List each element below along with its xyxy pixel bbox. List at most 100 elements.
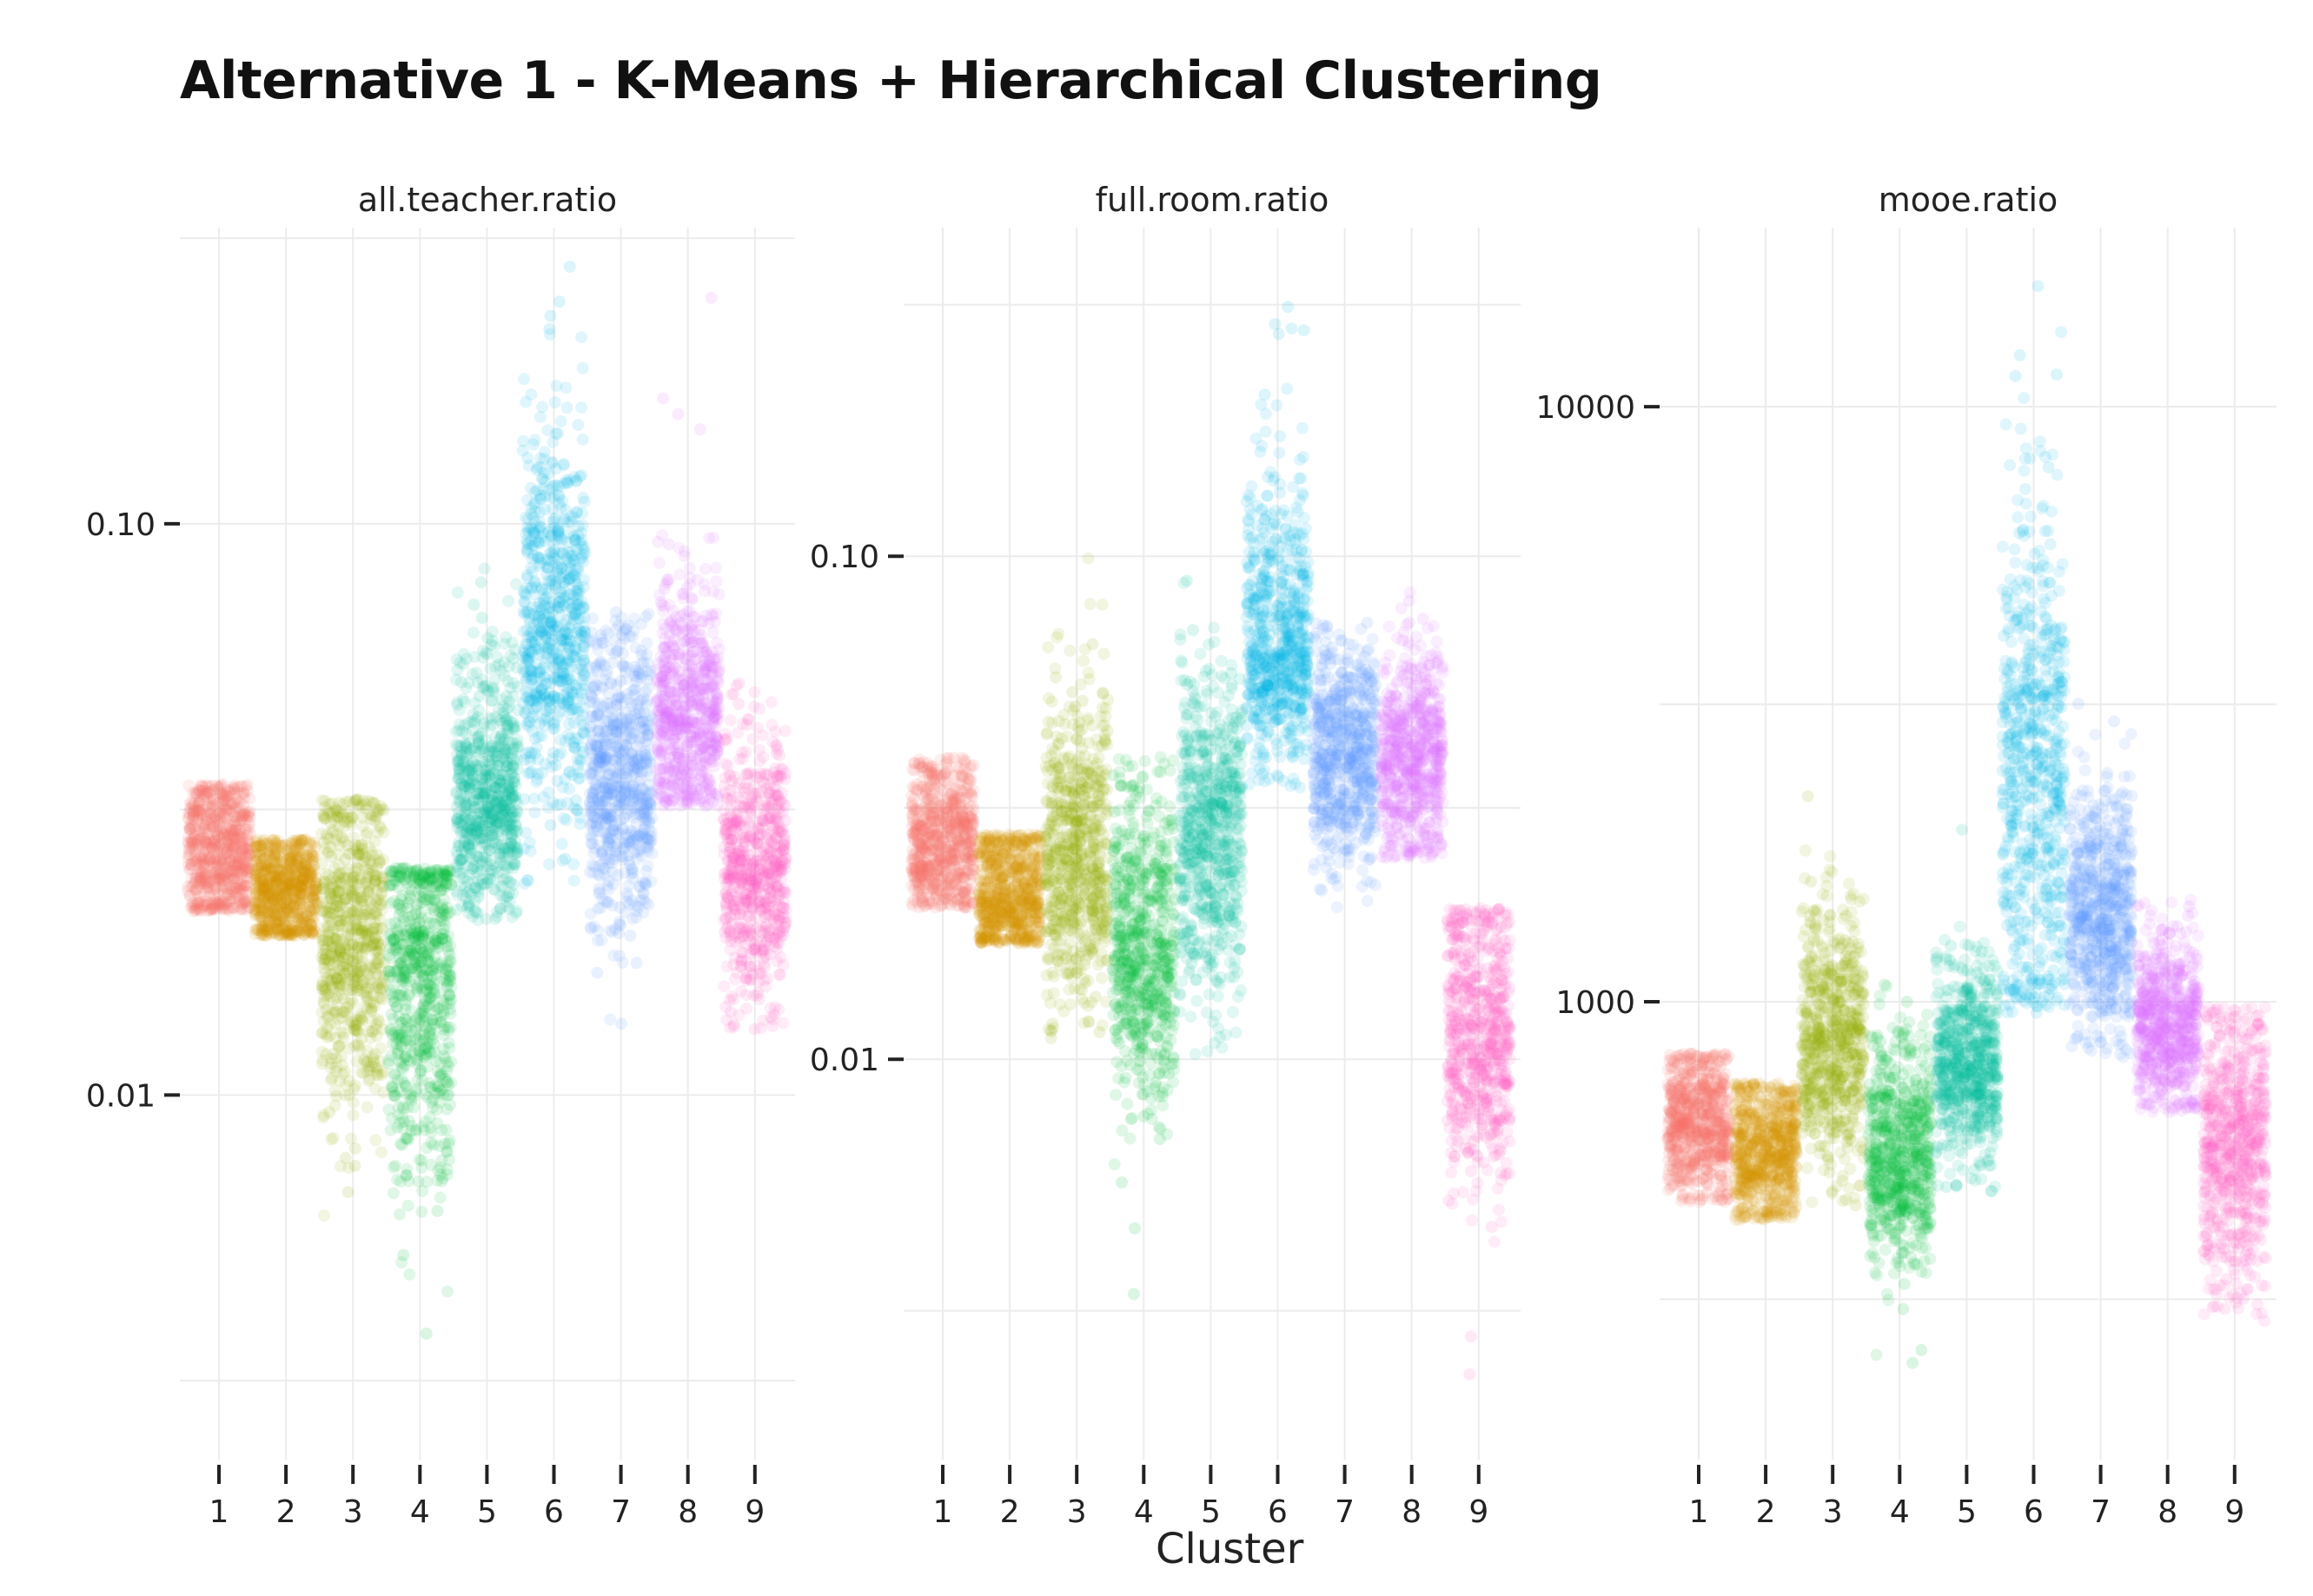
data-point bbox=[520, 588, 533, 601]
data-point bbox=[484, 719, 497, 732]
data-point bbox=[613, 950, 626, 963]
data-point bbox=[217, 794, 230, 807]
data-point bbox=[340, 958, 352, 971]
outlier-point bbox=[431, 1204, 444, 1217]
x-tick-label: 6 bbox=[544, 1494, 564, 1530]
data-point bbox=[453, 755, 466, 768]
data-point bbox=[593, 798, 606, 811]
outlier-point bbox=[283, 858, 296, 871]
data-point bbox=[587, 766, 600, 779]
data-point bbox=[221, 822, 234, 835]
data-point bbox=[217, 860, 230, 873]
data-point bbox=[382, 964, 395, 977]
data-point bbox=[236, 831, 249, 844]
data-point bbox=[212, 830, 225, 842]
data-point bbox=[444, 954, 457, 966]
x-tick-label: 2 bbox=[276, 1494, 296, 1530]
data-point bbox=[369, 894, 382, 907]
outlier-point bbox=[434, 884, 447, 897]
data-point bbox=[453, 704, 466, 717]
data-point bbox=[202, 877, 215, 890]
x-tick-label: 7 bbox=[611, 1494, 631, 1530]
data-point bbox=[190, 814, 203, 827]
data-point bbox=[574, 754, 587, 767]
data-point bbox=[534, 411, 547, 423]
data-point bbox=[233, 881, 246, 894]
data-point bbox=[218, 824, 231, 837]
data-point bbox=[198, 845, 211, 858]
data-point bbox=[537, 791, 550, 804]
data-point bbox=[531, 711, 544, 724]
data-point bbox=[249, 855, 262, 868]
data-point bbox=[183, 848, 196, 861]
data-point bbox=[521, 653, 534, 666]
data-point bbox=[571, 578, 584, 591]
data-point bbox=[350, 924, 363, 937]
data-point bbox=[394, 957, 407, 970]
data-point bbox=[536, 401, 549, 414]
data-point bbox=[189, 848, 202, 861]
data-point bbox=[576, 361, 589, 374]
data-point bbox=[327, 940, 340, 953]
data-point bbox=[550, 380, 563, 393]
data-point bbox=[462, 820, 475, 833]
outlier-point bbox=[341, 1186, 355, 1199]
outlier-point bbox=[420, 1328, 433, 1340]
data-point bbox=[182, 838, 195, 850]
outlier-point bbox=[503, 840, 515, 853]
cluster-7-points bbox=[583, 606, 659, 1030]
data-point bbox=[234, 856, 247, 869]
data-point bbox=[507, 887, 520, 899]
data-point bbox=[367, 1053, 380, 1065]
x-tick-label: 1 bbox=[209, 1494, 229, 1530]
data-point bbox=[351, 966, 364, 979]
outlier-point bbox=[257, 843, 270, 856]
data-point bbox=[394, 920, 407, 932]
data-point bbox=[502, 594, 515, 607]
data-point bbox=[343, 944, 356, 957]
data-point bbox=[435, 962, 448, 975]
outlier-point bbox=[193, 805, 206, 818]
data-point bbox=[606, 853, 620, 866]
data-point bbox=[345, 810, 358, 823]
data-point bbox=[227, 835, 240, 848]
outlier-point bbox=[397, 1248, 410, 1262]
outlier-point bbox=[497, 706, 510, 719]
cluster-1-points bbox=[182, 778, 256, 917]
data-point bbox=[634, 806, 647, 819]
data-point bbox=[234, 868, 246, 881]
outlier-point bbox=[255, 911, 268, 924]
outlier-point bbox=[234, 884, 247, 897]
outlier-point bbox=[544, 309, 557, 322]
data-point bbox=[413, 930, 425, 943]
outlier-point bbox=[339, 1151, 352, 1164]
data-point bbox=[477, 791, 490, 804]
data-point bbox=[526, 540, 539, 553]
data-point bbox=[222, 838, 235, 851]
data-point bbox=[373, 1015, 386, 1028]
data-point bbox=[205, 897, 218, 910]
outlier-point bbox=[348, 1159, 361, 1172]
data-point bbox=[553, 497, 566, 510]
data-point bbox=[355, 891, 368, 904]
data-point bbox=[435, 1154, 448, 1167]
data-point bbox=[531, 767, 544, 780]
data-point bbox=[491, 905, 503, 918]
data-point bbox=[354, 1043, 367, 1056]
x-tick-label: 3 bbox=[343, 1494, 363, 1530]
outlier-point bbox=[403, 890, 416, 902]
outlier-point bbox=[293, 845, 305, 858]
data-point bbox=[235, 845, 248, 858]
data-point bbox=[194, 858, 207, 871]
data-point bbox=[600, 697, 613, 710]
data-point bbox=[206, 904, 219, 917]
data-point bbox=[450, 673, 463, 686]
data-point bbox=[348, 1079, 361, 1092]
data-point bbox=[494, 732, 507, 745]
data-point bbox=[199, 899, 212, 912]
data-point bbox=[618, 811, 631, 824]
data-point bbox=[424, 893, 437, 906]
data-point bbox=[637, 893, 650, 906]
outlier-point bbox=[543, 322, 556, 335]
data-point bbox=[185, 880, 197, 893]
